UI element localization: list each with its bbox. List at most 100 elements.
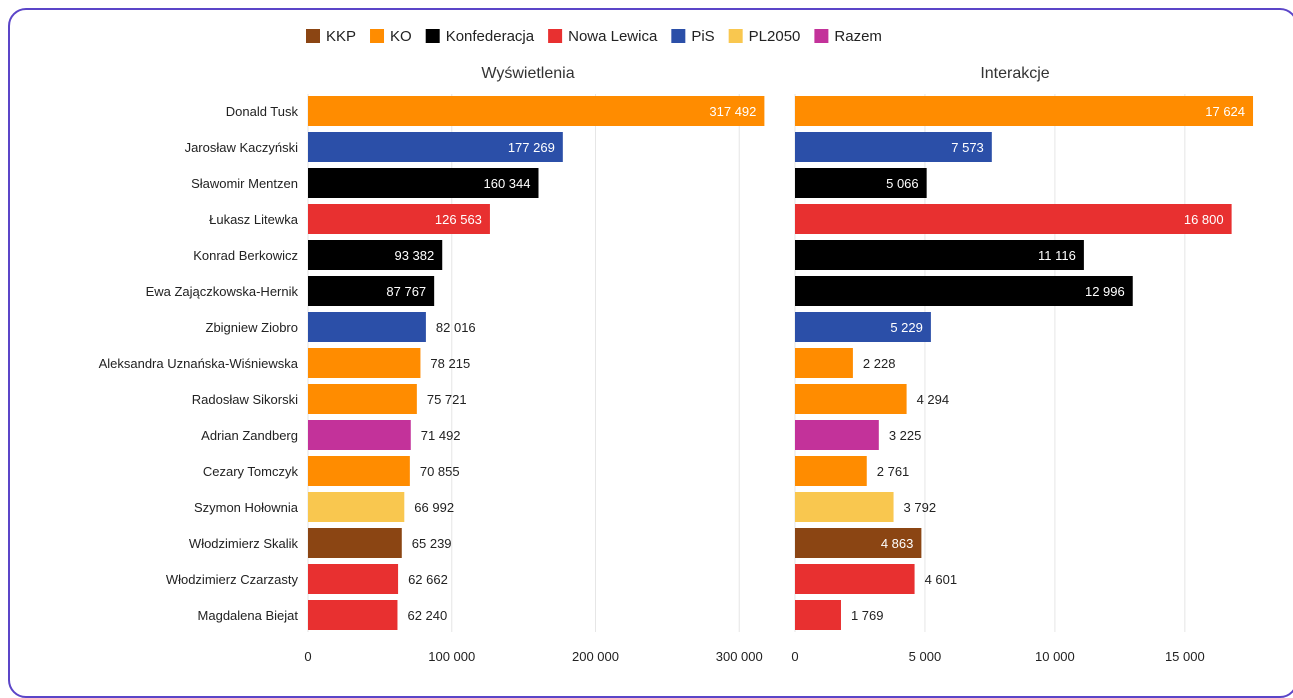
- category-label: Szymon Hołownia: [194, 500, 299, 515]
- legend-swatch-5: [728, 29, 743, 43]
- bar-1-8: [795, 384, 907, 414]
- value-label-1-14: 1 769: [851, 608, 884, 623]
- bar-1-0: [795, 96, 1254, 126]
- bar-0-10: [308, 456, 410, 486]
- category-label: Sławomir Mentzen: [191, 176, 298, 191]
- x-tick-label-1-0: 0: [791, 649, 798, 664]
- x-tick-label-1-3: 15 000: [1165, 649, 1205, 664]
- bar-1-2: [795, 168, 927, 198]
- category-label: Łukasz Litewka: [209, 212, 299, 227]
- bar-1-5: [795, 276, 1133, 306]
- legend-label-6: Razem: [834, 28, 882, 45]
- category-label: Radosław Sikorski: [192, 392, 298, 407]
- x-tick-label-0-3: 300 000: [716, 649, 763, 664]
- category-label: Włodzimierz Czarzasty: [166, 572, 299, 587]
- value-label-1-4: 11 116: [1038, 248, 1076, 263]
- bar-0-11: [308, 492, 405, 522]
- value-label-1-7: 2 228: [863, 356, 896, 371]
- value-label-1-0: 17 624: [1205, 104, 1245, 119]
- bar-0-8: [308, 384, 417, 414]
- bar-0-5: [308, 276, 435, 306]
- bar-0-14: [308, 600, 398, 630]
- x-tick-label-0-1: 100 000: [428, 649, 475, 664]
- bar-0-0: [308, 96, 765, 126]
- value-label-0-10: 70 855: [420, 464, 460, 479]
- legend-swatch-3: [548, 29, 563, 43]
- legend-swatch-4: [671, 29, 686, 43]
- bar-1-11: [795, 492, 894, 522]
- value-label-1-5: 12 996: [1085, 284, 1125, 299]
- value-label-0-7: 78 215: [430, 356, 470, 371]
- value-label-1-10: 2 761: [877, 464, 910, 479]
- value-label-0-2: 160 344: [483, 176, 530, 191]
- value-label-0-9: 71 492: [421, 428, 461, 443]
- value-label-1-8: 4 294: [917, 392, 950, 407]
- value-label-1-11: 3 792: [904, 500, 937, 515]
- chart-canvas: KKP KO Konfederacja Nowa Lewica PiS PL2050 Raz…: [99, 28, 1254, 664]
- bar-1-1: [795, 132, 992, 162]
- bar-1-3: [795, 204, 1232, 234]
- value-label-1-6: 5 229: [890, 320, 923, 335]
- legend-swatch-1: [370, 29, 385, 43]
- value-label-1-13: 4 601: [925, 572, 958, 587]
- panel-title-1: Interakcje: [980, 65, 1049, 82]
- value-label-0-6: 82 016: [436, 320, 476, 335]
- bar-0-7: [308, 348, 421, 378]
- category-label: Magdalena Biejat: [198, 608, 299, 623]
- bar-0-4: [308, 240, 443, 270]
- bar-0-2: [308, 168, 539, 198]
- bar-0-12: [308, 528, 402, 558]
- legend-label-5: PL2050: [749, 28, 801, 45]
- value-label-0-12: 65 239: [412, 536, 452, 551]
- value-label-1-9: 3 225: [889, 428, 922, 443]
- category-label: Aleksandra Uznańska-Wiśniewska: [99, 356, 299, 371]
- bar-0-6: [308, 312, 426, 342]
- category-label: Cezary Tomczyk: [203, 464, 299, 479]
- legend-swatch-2: [425, 29, 440, 43]
- legend-label-0: KKP: [326, 28, 356, 45]
- value-label-1-1: 7 573: [951, 140, 984, 155]
- value-label-0-1: 177 269: [508, 140, 555, 155]
- bar-1-4: [795, 240, 1084, 270]
- category-label: Ewa Zajączkowska-Hernik: [146, 284, 299, 299]
- category-label: Donald Tusk: [226, 104, 299, 119]
- value-label-0-0: 317 492: [709, 104, 756, 119]
- bar-1-7: [795, 348, 853, 378]
- legend-label-1: KO: [390, 28, 412, 45]
- value-label-0-14: 62 240: [407, 608, 447, 623]
- x-tick-label-1-2: 10 000: [1035, 649, 1075, 664]
- value-label-0-3: 126 563: [435, 212, 482, 227]
- legend-label-3: Nowa Lewica: [568, 28, 658, 45]
- category-label: Jarosław Kaczyński: [185, 140, 299, 155]
- value-label-0-11: 66 992: [414, 500, 454, 515]
- legend-label-4: PiS: [691, 28, 714, 45]
- category-label: Adrian Zandberg: [201, 428, 298, 443]
- bar-1-9: [795, 420, 879, 450]
- bar-1-14: [795, 600, 841, 630]
- category-label: Konrad Berkowicz: [193, 248, 298, 263]
- value-label-0-8: 75 721: [427, 392, 467, 407]
- value-label-1-3: 16 800: [1184, 212, 1224, 227]
- bar-0-3: [308, 204, 490, 234]
- bar-1-12: [795, 528, 922, 558]
- x-tick-label-0-0: 0: [304, 649, 311, 664]
- legend-label-2: Konfederacja: [446, 28, 535, 45]
- legend-swatch-0: [306, 29, 320, 43]
- value-label-1-2: 5 066: [886, 176, 919, 191]
- bar-1-10: [795, 456, 867, 486]
- category-label: Zbigniew Ziobro: [206, 320, 299, 335]
- x-tick-label-1-1: 5 000: [909, 649, 942, 664]
- value-label-0-5: 87 767: [386, 284, 426, 299]
- value-label-0-13: 62 662: [408, 572, 448, 587]
- bar-0-13: [308, 564, 399, 594]
- value-label-1-12: 4 863: [881, 536, 914, 551]
- panel-title-0: Wyświetlenia: [481, 65, 574, 82]
- legend-swatch-6: [814, 29, 829, 43]
- bar-0-1: [308, 132, 563, 162]
- category-label: Włodzimierz Skalik: [189, 536, 299, 551]
- x-tick-label-0-2: 200 000: [572, 649, 619, 664]
- bar-0-9: [308, 420, 411, 450]
- value-label-0-4: 93 382: [394, 248, 434, 263]
- bar-1-13: [795, 564, 915, 594]
- bar-1-6: [795, 312, 931, 342]
